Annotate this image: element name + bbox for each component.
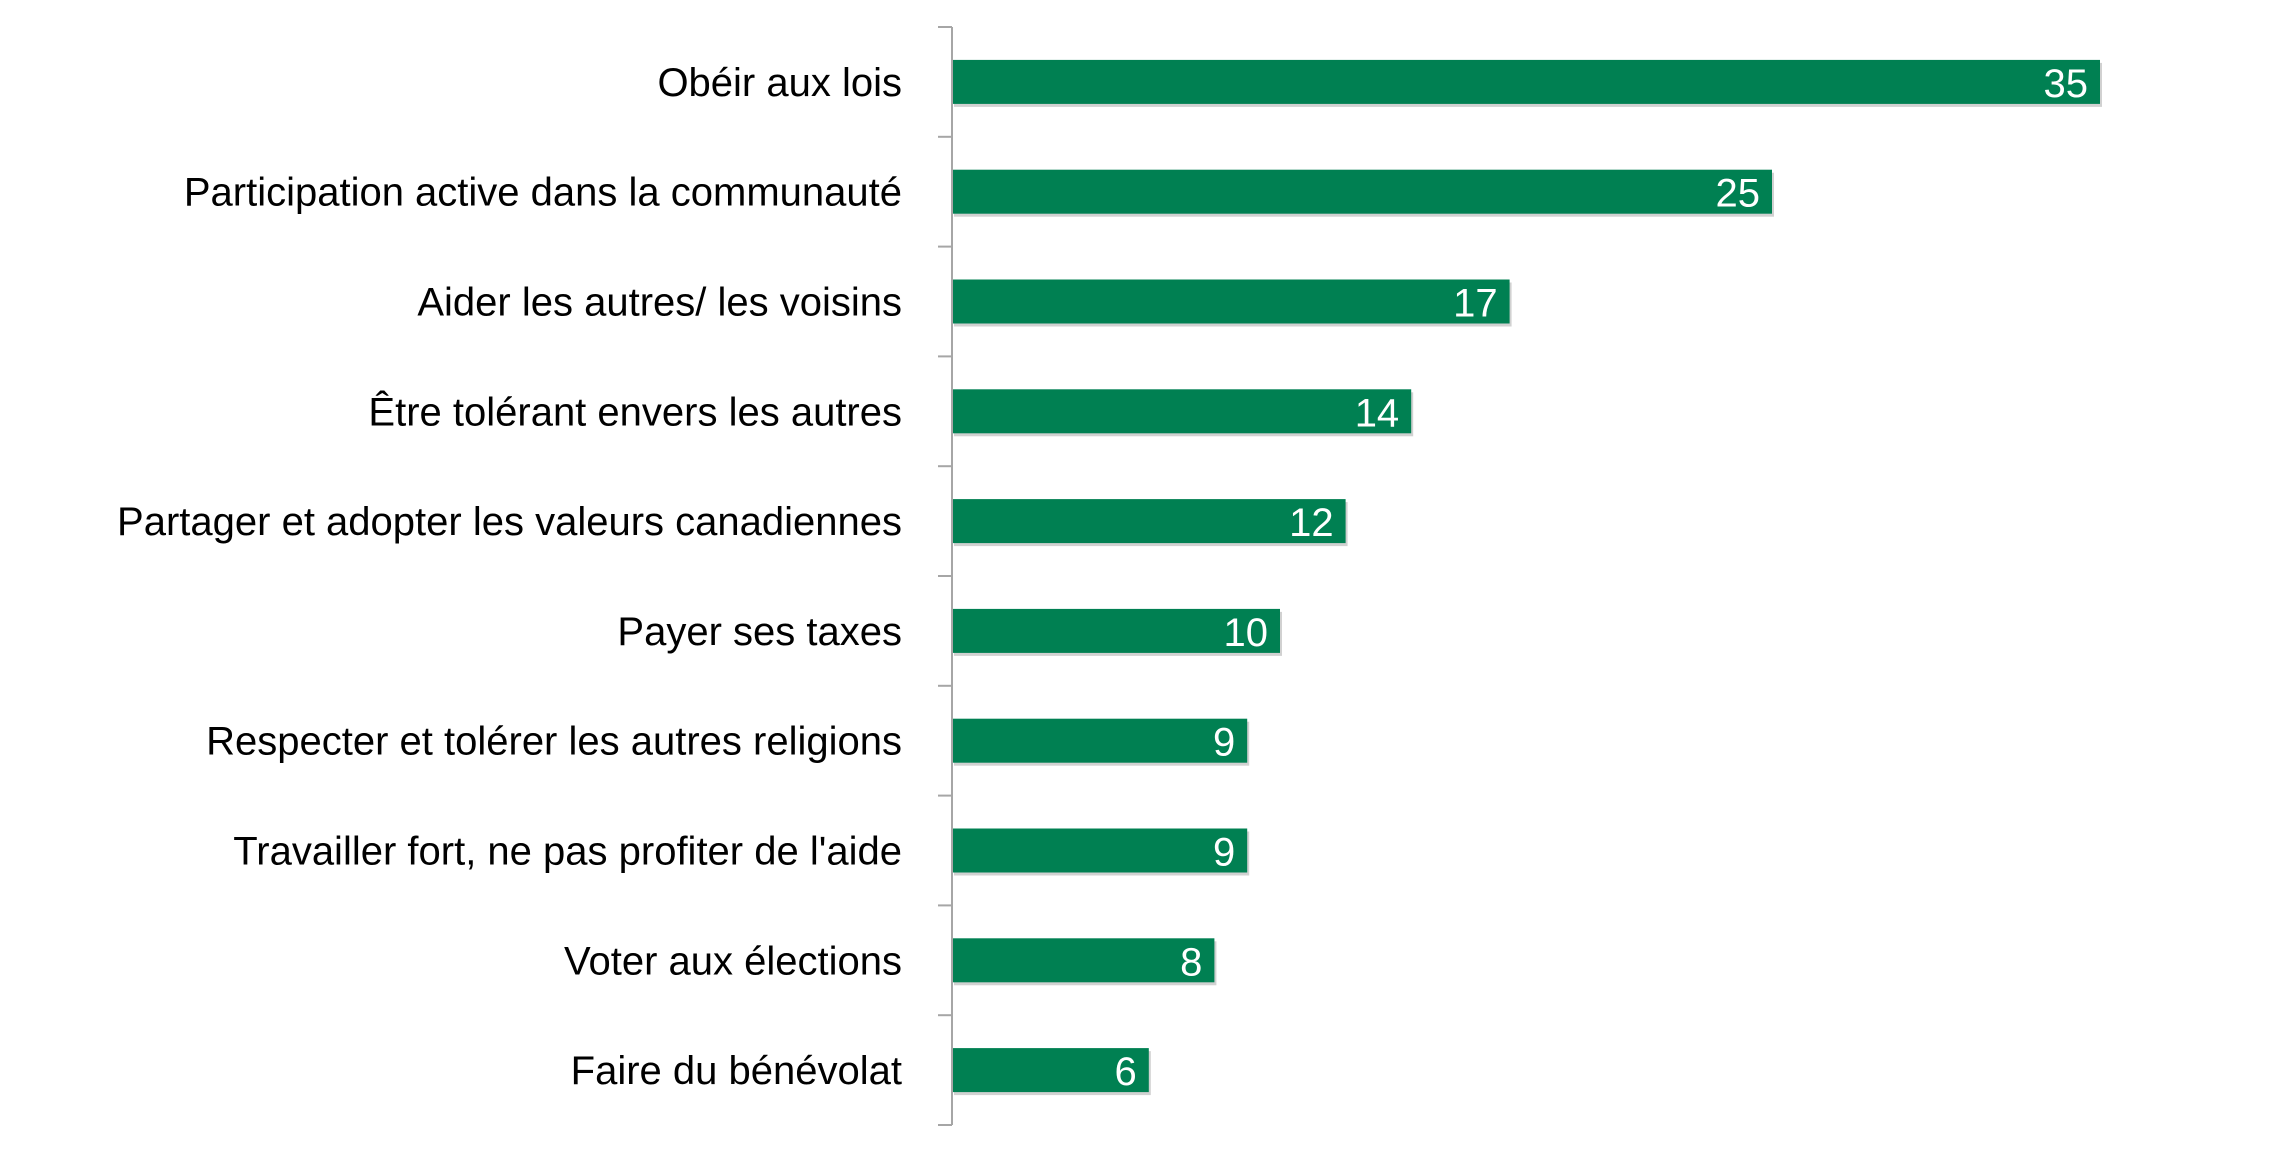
bar — [952, 718, 1248, 763]
category-label: Participation active dans la communauté — [184, 171, 902, 215]
data-label: 25 — [1716, 172, 1761, 216]
data-label: 8 — [1180, 940, 1202, 984]
data-label: 35 — [2044, 62, 2089, 106]
data-label: 12 — [1289, 501, 1334, 545]
data-label: 14 — [1355, 391, 1400, 435]
data-label: 10 — [1224, 611, 1269, 655]
bar — [952, 1048, 1149, 1093]
data-label: 6 — [1115, 1050, 1137, 1094]
bar — [952, 938, 1215, 983]
category-label: Être tolérant envers les autres — [368, 389, 902, 434]
bar — [952, 279, 1510, 324]
category-label: Partager et adopter les valeurs canadien… — [117, 500, 902, 544]
category-label: Travailler fort, ne pas profiter de l'ai… — [233, 830, 902, 874]
bar — [952, 59, 2100, 104]
category-labels: Obéir aux lois Participation active dans … — [117, 61, 902, 1093]
data-label: 17 — [1453, 282, 1498, 326]
data-label: 9 — [1213, 831, 1235, 875]
category-label: Respecter et tolérer les autres religion… — [206, 720, 902, 764]
bar — [952, 499, 1346, 544]
bar — [952, 608, 1280, 653]
category-label: Aider les autres/ les voisins — [417, 281, 902, 325]
category-label: Obéir aux lois — [657, 61, 902, 105]
category-label: Voter aux élections — [564, 939, 902, 983]
value-labels: 35 25 17 14 12 10 9 9 8 6 — [1115, 62, 2088, 1094]
bar — [952, 169, 1772, 214]
data-label: 9 — [1213, 721, 1235, 765]
bar — [952, 389, 1412, 434]
bars-group — [952, 59, 2102, 1096]
category-label: Faire du bénévolat — [571, 1049, 902, 1093]
category-axis — [938, 26, 953, 1126]
bar — [952, 828, 1248, 873]
category-label: Payer ses taxes — [617, 610, 902, 654]
